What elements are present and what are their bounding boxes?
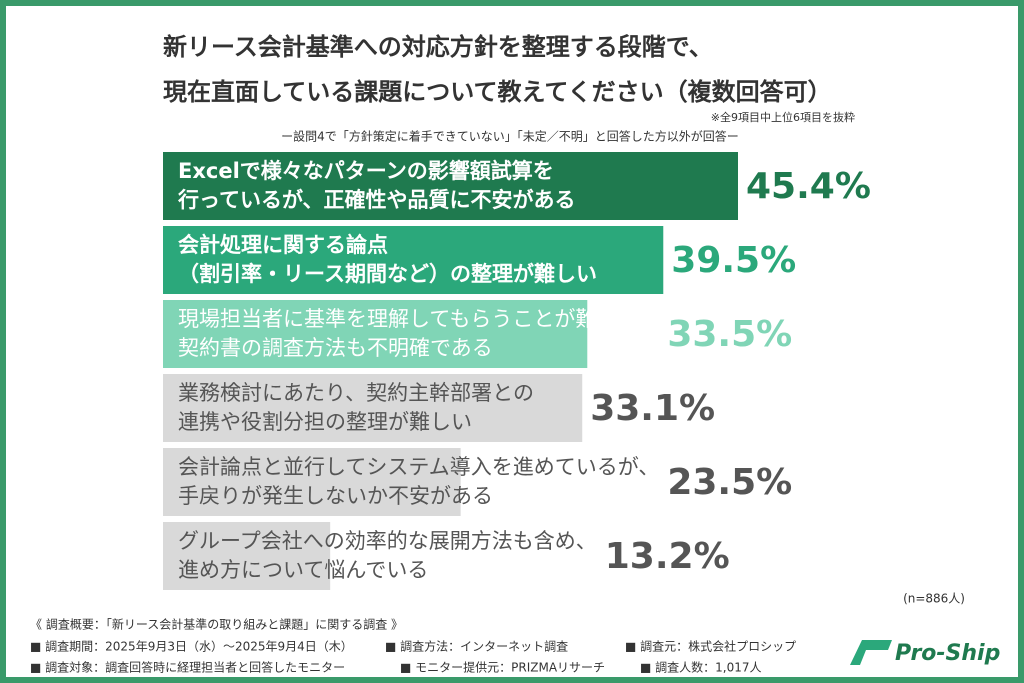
- sample-size: (n=886人): [903, 592, 965, 606]
- bar: [163, 300, 588, 368]
- value-label: 33.1%: [590, 388, 715, 429]
- bar-label: 進め方について悩んでいる: [178, 558, 428, 582]
- value-label: 13.2%: [605, 536, 730, 577]
- bar: [163, 152, 738, 220]
- footer-text: ■ 調査対象：調査回答時に経理担当者と回答したモニター: [30, 660, 345, 675]
- footer-text: ■ モニター提供元：PRIZMAリサーチ: [400, 660, 605, 675]
- bar-label: 業務検討にあたり、契約主幹部署との: [178, 381, 534, 405]
- footer-text: ■ 調査人数：1,017人: [640, 660, 762, 675]
- logo-mark: [850, 640, 892, 665]
- chart-title: 現在直面している課題について教えてください（複数回答可）: [163, 78, 832, 106]
- bar-label: Excelで様々なパターンの影響額試算を: [178, 159, 554, 183]
- bar-label: 行っているが、正確性や品質に不安がある: [177, 188, 576, 212]
- subtitle: ー設問4で「方針策定に着手できていない」「未定／不明」と回答した方以外が回答ー: [281, 129, 739, 144]
- bar-label: グループ会社への効率的な展開方法も含め、: [178, 529, 597, 553]
- value-label: 39.5%: [671, 240, 796, 281]
- footer-text: 《 調査概要：「新リース会計基準の取り組みと課題」に関する調査 》: [30, 617, 403, 632]
- bar-label: 契約書の調査方法も不明確である: [178, 336, 493, 360]
- footer-text: ■ 調査元：株式会社プロシップ: [625, 639, 796, 654]
- bar: [163, 374, 583, 442]
- bar: [163, 448, 461, 516]
- bar-label: （割引率・リース期間など）の整理が難しい: [178, 262, 597, 286]
- bar: [163, 522, 331, 590]
- footer-text: ■ 調査期間：2025年9月3日（水）～2025年9月4日（木）: [30, 640, 353, 654]
- logo: Pro-Ship: [895, 641, 1000, 666]
- value-label: 45.4%: [746, 166, 871, 207]
- bar-label: 手戻りが発生しないか不安がある: [178, 484, 493, 508]
- bar: [163, 226, 664, 294]
- bar-label: 会計論点と並行してシステム導入を進めているが、: [178, 455, 659, 479]
- note: ※全9項目中上位6項目を抜粋: [711, 110, 855, 124]
- bar-label: 会計処理に関する論点: [178, 233, 388, 257]
- footer-text: ■ 調査方法：インターネット調査: [385, 639, 568, 654]
- value-label: 23.5%: [667, 462, 792, 503]
- bar-label: 連携や役割分担の整理が難しい: [178, 410, 472, 434]
- bar-label: 現場担当者に基準を理解してもらうことが難しく、: [178, 307, 659, 331]
- chart-title: 新リース会計基準への対応方針を整理する段階で、: [163, 33, 713, 61]
- value-label: 33.5%: [667, 314, 792, 355]
